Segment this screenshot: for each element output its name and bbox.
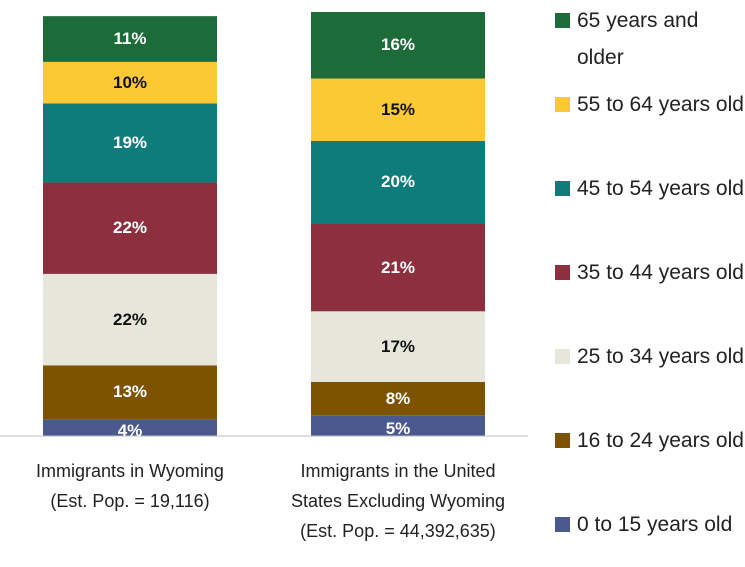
legend-swatch — [555, 517, 570, 532]
legend-label: 16 to 24 years old — [577, 429, 744, 452]
legend-item: 25 to 34 years old — [555, 338, 745, 375]
legend-item: 35 to 44 years old — [555, 254, 745, 291]
bar-segment — [311, 415, 485, 436]
legend-label: 45 to 54 years old — [577, 177, 744, 200]
data-label: 5% — [385, 418, 411, 438]
data-label: 4% — [117, 420, 143, 440]
x-tick-label: Immigrants in the United States Excludin… — [291, 461, 505, 541]
legend-swatch — [555, 97, 570, 112]
legend-label: 0 to 15 years old — [577, 513, 733, 536]
data-label: 20% — [380, 172, 416, 192]
x-tick-label: Immigrants in Wyoming (Est. Pop. = 19,11… — [36, 461, 224, 511]
bar-segment — [43, 103, 217, 183]
data-label: 15% — [380, 99, 416, 119]
bar-segment — [43, 16, 217, 62]
legend-swatch — [555, 181, 570, 196]
legend-item: 16 to 24 years old — [555, 422, 745, 459]
bar-segment — [311, 12, 485, 79]
data-label: 13% — [112, 382, 148, 402]
legend-swatch — [555, 13, 570, 28]
legend-swatch — [555, 433, 570, 448]
data-label: 10% — [112, 72, 148, 92]
data-label: 21% — [380, 257, 416, 277]
data-label: 22% — [112, 218, 148, 238]
data-label: 8% — [385, 388, 411, 408]
legend-item: 0 to 15 years old — [555, 506, 745, 543]
legend-label: 35 to 44 years old — [577, 261, 744, 284]
data-label: 22% — [112, 309, 148, 329]
legend-item: 45 to 54 years old — [555, 170, 745, 207]
legend-swatch — [555, 349, 570, 364]
bar-segment — [43, 419, 217, 436]
legend-label: 65 years and older — [577, 9, 699, 69]
data-label: 16% — [380, 35, 416, 55]
bar-segment — [311, 311, 485, 382]
bar-segment — [43, 182, 217, 274]
bar-segment — [311, 381, 485, 416]
data-label: 19% — [112, 132, 148, 152]
bar-segment — [311, 224, 485, 312]
legend-item: 55 to 64 years old — [555, 86, 745, 123]
bar-segment — [311, 78, 485, 141]
legend-label: 25 to 34 years old — [577, 345, 744, 368]
legend-swatch — [555, 265, 570, 280]
data-label: 11% — [113, 29, 147, 49]
data-label: 17% — [380, 336, 416, 356]
legend-label: 55 to 64 years old — [577, 93, 744, 116]
legend-item: 65 years and older — [555, 2, 745, 76]
bar-segment — [311, 140, 485, 224]
bar-segment — [43, 61, 217, 104]
bar-segment — [43, 365, 217, 420]
bar-segment — [43, 273, 217, 366]
